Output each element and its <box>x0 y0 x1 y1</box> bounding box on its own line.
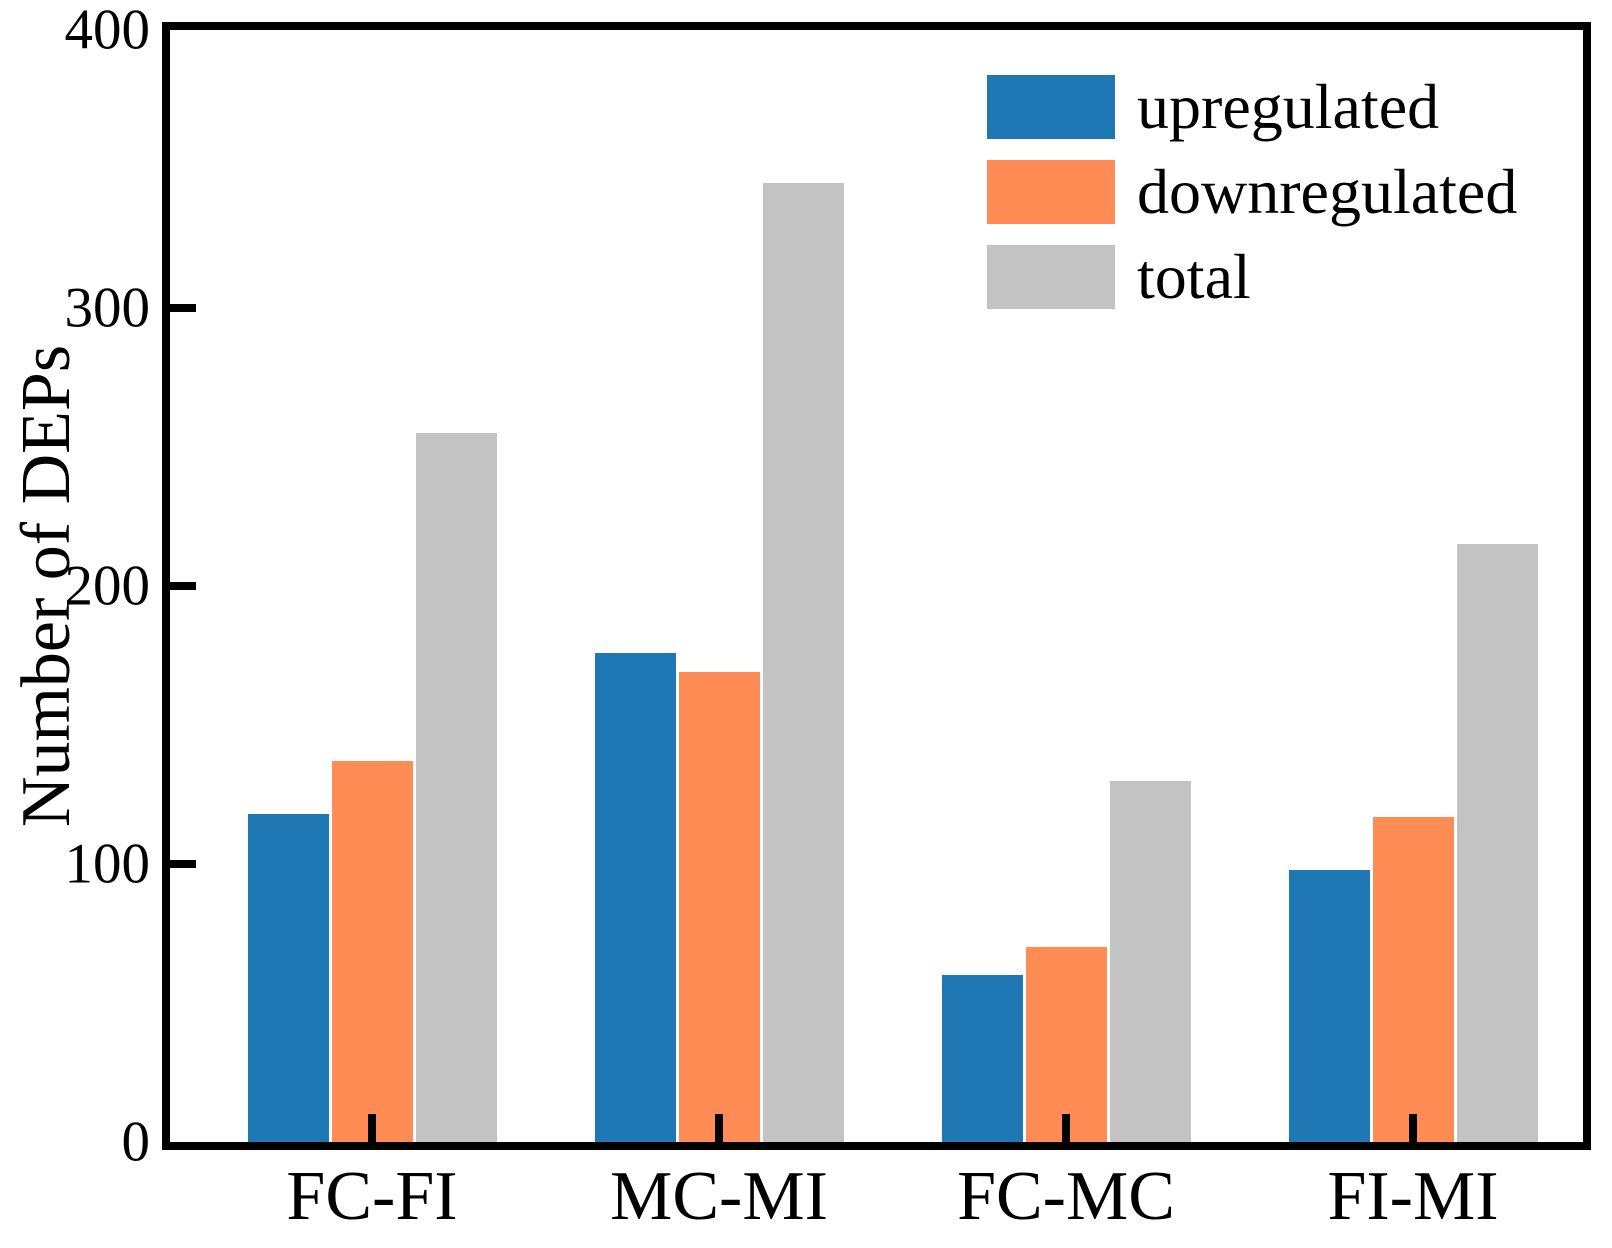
bar-total-MC-MI <box>762 183 844 1142</box>
legend-label-upregulated: upregulated <box>1137 71 1440 142</box>
xtick-label-FC-FI: FC-FI <box>286 1158 458 1235</box>
xtick-label-FI-MI: FI-MI <box>1327 1158 1499 1235</box>
xtick-label-MC-MI: MC-MI <box>610 1158 828 1235</box>
legend-item-upregulated: upregulated <box>987 75 1439 139</box>
ytick-label-400: 400 <box>64 0 151 62</box>
bar-upregulated-MC-MI <box>594 653 676 1142</box>
bar-downregulated-FC-FI <box>331 761 413 1142</box>
legend-label-total: total <box>1137 241 1251 312</box>
plot-area: upregulated downregulated total <box>162 22 1591 1150</box>
legend-swatch-total <box>987 245 1115 309</box>
bar-downregulated-FC-MC <box>1025 947 1107 1142</box>
ytick-label-100: 100 <box>64 832 151 896</box>
legend-item-downregulated: downregulated <box>987 160 1517 224</box>
xtick-mark-MC-MI <box>715 1114 723 1142</box>
bar-upregulated-FC-MC <box>941 975 1023 1142</box>
xtick-mark-FC-FI <box>368 1114 376 1142</box>
bar-total-FC-FI <box>415 433 497 1142</box>
xtick-label-FC-MC: FC-MC <box>957 1158 1175 1235</box>
legend-label-downregulated: downregulated <box>1137 156 1518 227</box>
legend-item-total: total <box>987 245 1251 309</box>
bar-upregulated-FC-FI <box>247 814 329 1142</box>
bar-total-FC-MC <box>1109 781 1191 1142</box>
ytick-mark-200 <box>170 582 196 590</box>
legend-swatch-upregulated <box>987 75 1115 139</box>
bar-downregulated-MC-MI <box>678 672 760 1142</box>
xtick-mark-FI-MI <box>1409 1114 1417 1142</box>
ytick-label-300: 300 <box>64 276 151 340</box>
ytick-label-0: 0 <box>121 1110 151 1174</box>
bar-downregulated-FI-MI <box>1372 817 1454 1142</box>
ytick-label-200: 200 <box>64 554 151 618</box>
bar-upregulated-FI-MI <box>1288 870 1370 1142</box>
ytick-mark-300 <box>170 304 196 312</box>
bar-total-FI-MI <box>1456 544 1538 1142</box>
xtick-mark-FC-MC <box>1062 1114 1070 1142</box>
ytick-mark-100 <box>170 860 196 868</box>
legend-swatch-downregulated <box>987 160 1115 224</box>
